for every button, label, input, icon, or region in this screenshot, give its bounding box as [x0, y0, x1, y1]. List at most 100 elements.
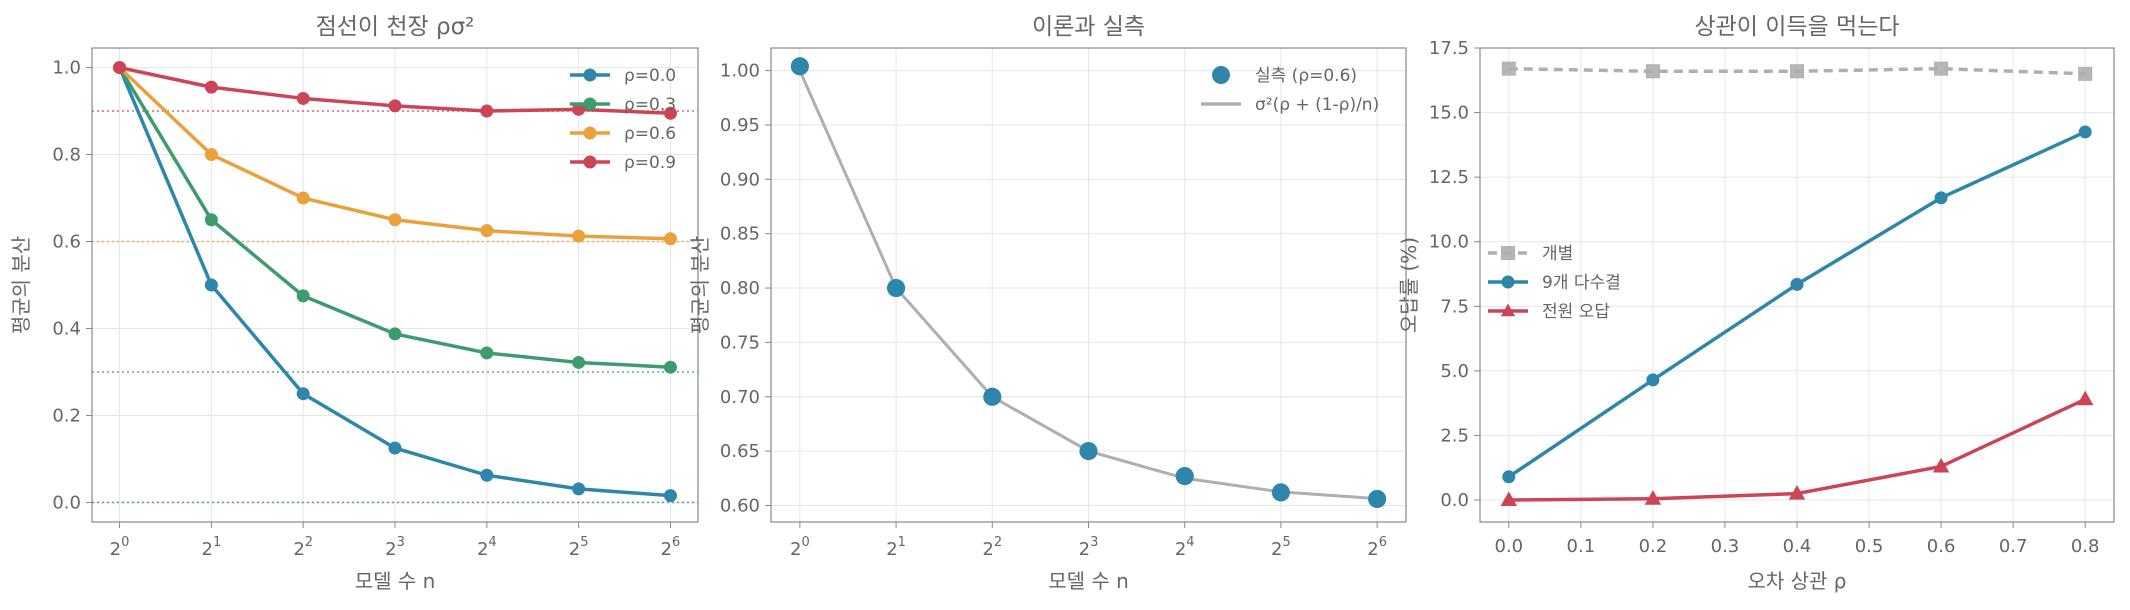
y-tick-label: 2.5: [1440, 425, 1469, 446]
legend-item: ρ=0.0: [570, 66, 676, 86]
legend-label: 전원 오답: [1542, 302, 1610, 322]
series-scatter-top: [790, 57, 1387, 508]
data-point: [663, 360, 677, 374]
data-point: [572, 355, 586, 369]
data-point: [887, 279, 906, 298]
x-tick-label: 21: [886, 535, 906, 560]
y-tick-label: 0.8: [52, 145, 81, 166]
y-tick-label: 0.0: [1440, 490, 1469, 511]
legend-item: σ²(ρ + (1-ρ)/n): [1201, 95, 1379, 115]
x-axis-label: 모델 수 n: [1048, 569, 1129, 593]
y-tick-label: 7.5: [1440, 296, 1469, 317]
x-tick-label: 22: [982, 535, 1002, 560]
y-tick-label: 0.4: [52, 318, 81, 339]
grid: [771, 48, 1406, 522]
y-axis-label: 평균의 분산: [688, 236, 712, 334]
data-point: [572, 102, 586, 116]
data-point: [204, 148, 218, 162]
legend-marker: [1501, 275, 1515, 289]
data-point: [113, 61, 127, 75]
legend-marker: [1501, 246, 1515, 260]
x-tick-label: 0.3: [1711, 536, 1740, 557]
legend-marker: [1212, 66, 1230, 84]
legend-item: 전원 오답: [1488, 302, 1610, 322]
data-point: [2076, 390, 2094, 406]
series: [1501, 61, 2093, 81]
y-axis-label: 평균의 분산: [9, 236, 33, 334]
x-tick-label: 21: [201, 535, 221, 560]
x-tick-label: 26: [1367, 535, 1387, 560]
data-point: [480, 346, 494, 360]
x-tick-label: 20: [110, 535, 130, 560]
legend-label: 실측 (ρ=0.6): [1255, 66, 1357, 86]
data-point: [296, 387, 310, 401]
y-tick-label: 1.0: [52, 58, 81, 79]
legend-label: ρ=0.9: [624, 153, 676, 173]
legend-item: ρ=0.9: [570, 153, 676, 173]
y-tick-label: 0.60: [720, 495, 760, 516]
x-tick-label: 0.8: [2071, 536, 2100, 557]
x-tick-label: 0.5: [1855, 536, 1884, 557]
chart-title: 점선이 천장 ρσ²: [316, 14, 475, 40]
data-point: [2078, 66, 2093, 81]
chart-title: 이론과 실측: [1032, 14, 1145, 40]
legend-marker: [583, 97, 597, 111]
data-point: [663, 106, 677, 120]
x-tick-label: 24: [477, 535, 497, 560]
y-tick-label: 0.80: [720, 278, 760, 299]
data-point: [1934, 61, 1949, 76]
y-tick-label: 0.6: [52, 232, 81, 253]
data-point: [983, 387, 1002, 406]
y-tick-label: 0.70: [720, 387, 760, 408]
x-axis-label: 모델 수 n: [355, 569, 436, 593]
data-point: [1932, 457, 1950, 473]
series: [1500, 390, 2094, 507]
data-point: [480, 104, 494, 118]
y-tick-label: 10.0: [1429, 232, 1469, 253]
data-point: [1500, 491, 1518, 507]
data-point: [1790, 277, 1804, 291]
y-tick-label: 17.5: [1429, 38, 1469, 59]
x-tick-label: 0.7: [1999, 536, 2028, 557]
x-tick-label: 22: [293, 535, 313, 560]
series: [113, 61, 677, 246]
data-point: [1502, 470, 1516, 484]
data-point: [790, 57, 809, 76]
x-tick-label: 20: [790, 535, 810, 560]
legend-item: 실측 (ρ=0.6): [1212, 66, 1357, 86]
x-tick-label: 0.4: [1783, 536, 1812, 557]
data-point: [204, 80, 218, 94]
legend-marker: [583, 68, 597, 82]
data-point: [1646, 373, 1660, 387]
y-ticks: 0.60 0.65 0.70 0.75 0.80 0.85 0.90 0.95 1.00: [720, 61, 771, 516]
chart-3: 0.0 2.5 5.0 7.5 10.0 12.5 15.0 17.5 0.0 0.1 0.2 0.3…: [1397, 14, 2115, 593]
y-axis-label: 오답률 (%): [1397, 237, 1421, 333]
legend-label: σ²(ρ + (1-ρ)/n): [1255, 95, 1379, 115]
legend-item: ρ=0.6: [570, 124, 676, 144]
legend-marker: [583, 155, 597, 169]
y-tick-label: 0.95: [720, 115, 760, 136]
y-ticks: 0.0 2.5 5.0 7.5 10.0 12.5 15.0 17.5: [1429, 38, 1480, 511]
data-point: [1368, 489, 1387, 508]
data-point: [1271, 483, 1290, 502]
chart-title: 상관이 이득을 먹는다: [1694, 14, 1899, 40]
data-point: [2078, 125, 2092, 139]
data-point: [388, 99, 402, 113]
legend: 실측 (ρ=0.6) σ²(ρ + (1-ρ)/n): [1201, 66, 1379, 115]
data-point: [296, 289, 310, 303]
x-tick-label: 0.1: [1567, 536, 1596, 557]
x-ticks: 20 21 22 23 24 25 26: [110, 522, 681, 560]
data-point: [1501, 61, 1516, 76]
data-point: [1644, 490, 1662, 505]
series: [113, 61, 677, 120]
data-point: [1645, 64, 1660, 79]
x-tick-label: 26: [661, 535, 681, 560]
x-tick-label: 23: [1079, 535, 1099, 560]
legend-item: 개별: [1488, 244, 1573, 264]
x-tick-label: 25: [1271, 535, 1291, 560]
data-point: [1788, 484, 1806, 500]
data-point: [572, 229, 586, 243]
x-tick-label: 23: [385, 535, 405, 560]
data-point: [388, 441, 402, 455]
